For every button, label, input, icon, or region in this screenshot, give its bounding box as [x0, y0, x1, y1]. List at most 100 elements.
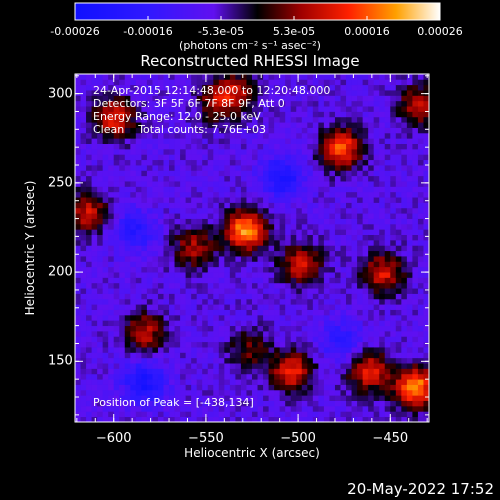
heatmap-cell [362, 357, 369, 364]
heatmap-cell [362, 379, 369, 385]
heatmap-cell [290, 405, 297, 412]
heatmap-cell [401, 170, 408, 177]
colorbar-ticks [74, 16, 441, 20]
heatmap-cell [163, 95, 170, 102]
heatmap-cell [423, 116, 430, 123]
heatmap-cell [357, 320, 364, 327]
heatmap-cell [113, 229, 120, 236]
heatmap-cell [169, 325, 175, 332]
heatmap-cell [124, 384, 131, 391]
heatmap-cell [279, 202, 286, 209]
heatmap-cell [102, 127, 109, 134]
heatmap-cell [412, 282, 419, 289]
heatmap-cell [268, 266, 275, 273]
heatmap-cell [119, 341, 126, 348]
heatmap-cell [163, 250, 170, 257]
heatmap-cell [135, 347, 142, 353]
heatmap-cell [157, 111, 164, 118]
heatmap-cell [362, 111, 369, 118]
heatmap-cell [390, 357, 397, 364]
heatmap-cell [124, 148, 131, 155]
heatmap-cell [163, 330, 170, 337]
heatmap-cell [362, 159, 369, 166]
heatmap-cell [246, 352, 253, 359]
heatmap-cell [157, 288, 164, 294]
heatmap-cell [373, 277, 380, 284]
heatmap-cell [312, 309, 319, 316]
heatmap-cell [296, 170, 303, 177]
heatmap-cell [240, 202, 247, 209]
heatmap-cell [285, 111, 292, 118]
heatmap-cell [307, 197, 314, 203]
heatmap-cell [135, 341, 142, 348]
heatmap-cell [91, 138, 98, 144]
heatmap-cell [180, 384, 187, 391]
heatmap-cell [191, 132, 198, 139]
heatmap-cell [80, 132, 87, 139]
heatmap-cell [323, 266, 330, 273]
heatmap-cell [202, 170, 209, 177]
heatmap-cell [301, 90, 308, 96]
heatmap-cell [423, 106, 430, 112]
heatmap-cell [329, 395, 336, 401]
heatmap-cell [235, 293, 242, 300]
heatmap-cell [401, 405, 408, 412]
heatmap-cell [257, 400, 264, 407]
heatmap-cell [202, 347, 209, 353]
heatmap-cell [97, 250, 104, 257]
heatmap-cell [268, 95, 275, 102]
heatmap-cell [75, 127, 81, 134]
heatmap-cell [279, 304, 286, 310]
heatmap-cell [169, 90, 175, 96]
heatmap-cell [163, 266, 170, 273]
heatmap-cell [75, 293, 81, 300]
heatmap-cell [202, 74, 209, 80]
heatmap-cell [180, 202, 187, 209]
heatmap-cell [395, 138, 402, 144]
heatmap-cell [373, 148, 380, 155]
heatmap-cell [169, 175, 175, 182]
heatmap-cell [174, 416, 181, 423]
heatmap-cell [146, 191, 153, 198]
heatmap-cell [423, 148, 430, 155]
heatmap-cell [301, 213, 308, 219]
heatmap-cell [395, 213, 402, 219]
heatmap-cell [285, 282, 292, 289]
heatmap-cell [357, 245, 364, 252]
heatmap-cell [141, 181, 148, 187]
heatmap-cell [157, 416, 164, 423]
heatmap-cell [384, 213, 391, 219]
heatmap-cell [357, 143, 364, 150]
heatmap-cell [130, 100, 137, 107]
heatmap-cell [390, 175, 397, 182]
heatmap-cell [285, 138, 292, 144]
heatmap-cell [157, 90, 164, 96]
heatmap-cell [141, 122, 148, 128]
heatmap-cell [146, 373, 153, 380]
heatmap-cell [130, 213, 137, 219]
heatmap-cell [240, 74, 247, 80]
heatmap-cell [406, 266, 413, 273]
heatmap-cell [296, 277, 303, 284]
heatmap-cell [357, 95, 364, 102]
heatmap-cell [268, 234, 275, 241]
heatmap-cell [257, 207, 264, 214]
heatmap-cell [235, 272, 242, 278]
heatmap-cell [329, 213, 336, 219]
heatmap-cell [80, 395, 87, 401]
heatmap-cell [91, 384, 98, 391]
heatmap-cell [412, 229, 419, 236]
heatmap-cell [263, 304, 269, 310]
heatmap-cell [318, 218, 325, 225]
heatmap-cell [146, 111, 153, 118]
heatmap-cell [346, 154, 352, 161]
heatmap-cell [97, 298, 104, 305]
heatmap-cell [423, 357, 430, 364]
heatmap-cell [224, 395, 231, 401]
heatmap-cell [263, 239, 269, 246]
heatmap-cell [301, 191, 308, 198]
heatmap-cell [373, 218, 380, 225]
heatmap-cell [191, 288, 198, 294]
heatmap-cell [312, 175, 319, 182]
heatmap-cell [202, 330, 209, 337]
